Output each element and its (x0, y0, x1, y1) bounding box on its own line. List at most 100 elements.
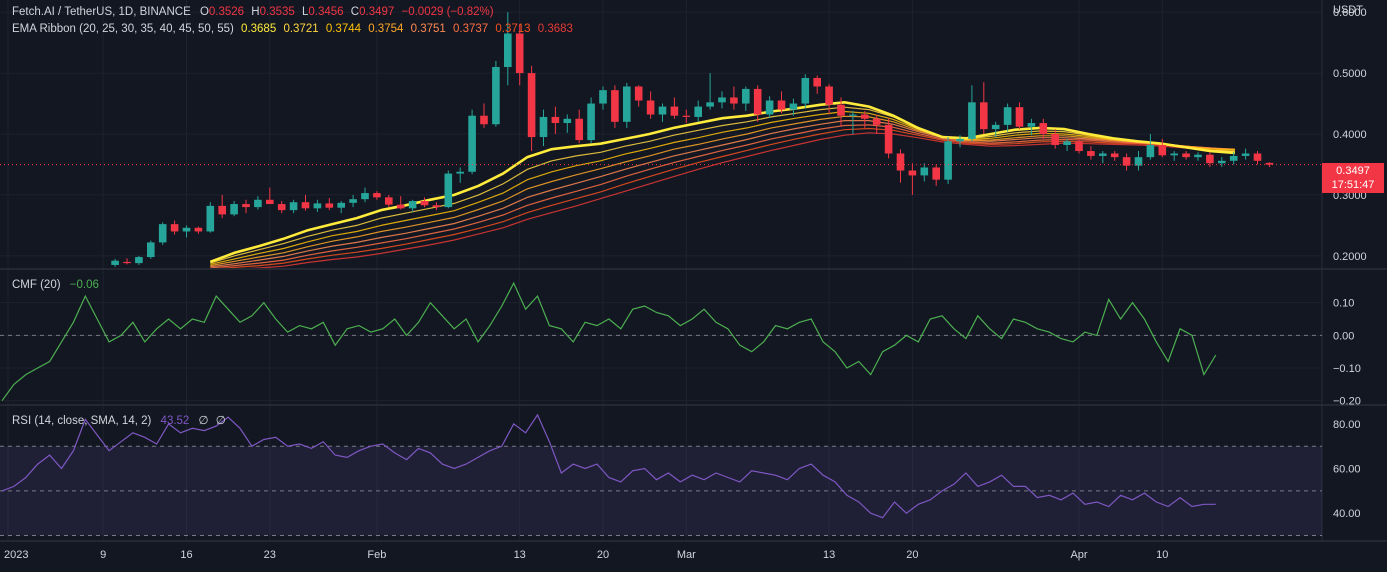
x-tick-label: 16 (180, 549, 192, 561)
candle (313, 199, 322, 212)
candle (1229, 152, 1238, 165)
candle (337, 201, 345, 214)
candle-body (515, 33, 524, 74)
candle (158, 222, 167, 245)
candle-body (135, 257, 143, 264)
candle-body (456, 171, 464, 174)
candle (1134, 151, 1143, 171)
candle-body (111, 260, 119, 265)
candle (670, 97, 679, 119)
candle (765, 96, 774, 119)
candle-body (539, 116, 548, 138)
candle-body (837, 104, 845, 116)
candle-body (884, 124, 893, 154)
candle-body (266, 199, 274, 205)
candle-body (337, 202, 345, 208)
y-tick-label: 0.10 (1333, 298, 1354, 310)
candle (991, 121, 1000, 138)
open-value: 0.3526 (208, 6, 245, 18)
candle (1146, 134, 1155, 160)
candle-body (289, 202, 298, 211)
candle-body (599, 90, 607, 104)
candle-body (991, 124, 1000, 130)
x-tick-label: Apr (1070, 549, 1087, 561)
candle (1194, 152, 1202, 161)
candle (254, 196, 262, 210)
cmf-legend[interactable]: CMF (20) −0.06 (12, 278, 99, 292)
candle-body (444, 173, 453, 208)
y-tick-label: 0.6000 (1333, 7, 1367, 19)
rsi-label: RSI (14, close, SMA, 14, 2) (12, 415, 152, 427)
candle-body (944, 141, 952, 180)
candle (289, 199, 298, 214)
candle (492, 60, 500, 127)
grid-lines (0, 0, 1387, 542)
ema-value-40: 0.3751 (410, 23, 446, 35)
x-tick-label: 13 (823, 549, 835, 561)
candle-body (301, 202, 310, 209)
candle (361, 187, 369, 203)
main-legend[interactable]: Fetch.AI / TetherUS, 1D, BINANCE O0.3526… (12, 5, 494, 19)
candle (1003, 103, 1012, 132)
candle-body (230, 204, 238, 215)
candle-body (1146, 144, 1155, 158)
candle-body (1253, 153, 1262, 161)
symbol-title: Fetch.AI / TetherUS, 1D, BINANCE (12, 6, 191, 18)
candle (825, 84, 833, 115)
ema-line-4 (210, 119, 1235, 268)
candle-body (254, 199, 262, 208)
rsi-line (1, 413, 1216, 519)
candle-body (527, 73, 536, 138)
x-tick-label: 13 (514, 549, 526, 561)
candle (230, 201, 238, 217)
candle-body (706, 102, 714, 107)
ema-line-0 (209, 100, 1235, 264)
candle (1075, 138, 1083, 154)
rsi-pane (0, 413, 1322, 537)
x-tick-label: 10 (1156, 549, 1168, 561)
candle (1218, 157, 1226, 167)
candle-body (504, 33, 512, 67)
ema-legend[interactable]: EMA Ribbon (20, 25, 30, 35, 40, 45, 50, … (12, 22, 573, 36)
candle (1051, 129, 1059, 149)
candle (623, 82, 631, 128)
candle (1158, 138, 1167, 158)
change-value: −0.0029 (−0.82%) (401, 6, 494, 18)
candle (968, 85, 976, 142)
cmf-pane (0, 281, 1322, 402)
candle (956, 135, 964, 148)
candle (266, 187, 274, 205)
candle-body (1063, 141, 1071, 145)
rsi-legend[interactable]: RSI (14, close, SMA, 14, 2) 43.52 ∅ ∅ (12, 414, 226, 428)
close-value: 0.3497 (359, 6, 395, 18)
candle-body (277, 204, 286, 211)
candle (1122, 153, 1131, 171)
candle-body (551, 116, 560, 124)
candle (884, 118, 893, 159)
candle (170, 220, 179, 235)
open-label: O (199, 6, 209, 18)
candle-body (313, 203, 322, 209)
candle-body (1218, 160, 1226, 164)
high-label: H (251, 6, 260, 18)
candle (730, 86, 738, 110)
candle-body (742, 88, 750, 104)
candle (385, 194, 393, 208)
candle (325, 197, 334, 211)
candle (1206, 152, 1214, 167)
candle (944, 137, 952, 184)
candle (813, 75, 821, 94)
ema-value-45: 0.3737 (453, 23, 489, 35)
candlesticks (0, 12, 1322, 267)
candle (599, 86, 607, 110)
candle-body (1087, 151, 1095, 156)
candle (1110, 151, 1119, 161)
ema-line-1 (210, 106, 1235, 264)
candle (682, 109, 691, 124)
currency-label: USDT (1333, 4, 1363, 16)
candle-body (1241, 153, 1250, 156)
x-tick-label: Mar (677, 549, 696, 561)
bar-countdown: 17:51:47 (1331, 179, 1375, 191)
ema-value-55: 0.3683 (537, 23, 573, 35)
